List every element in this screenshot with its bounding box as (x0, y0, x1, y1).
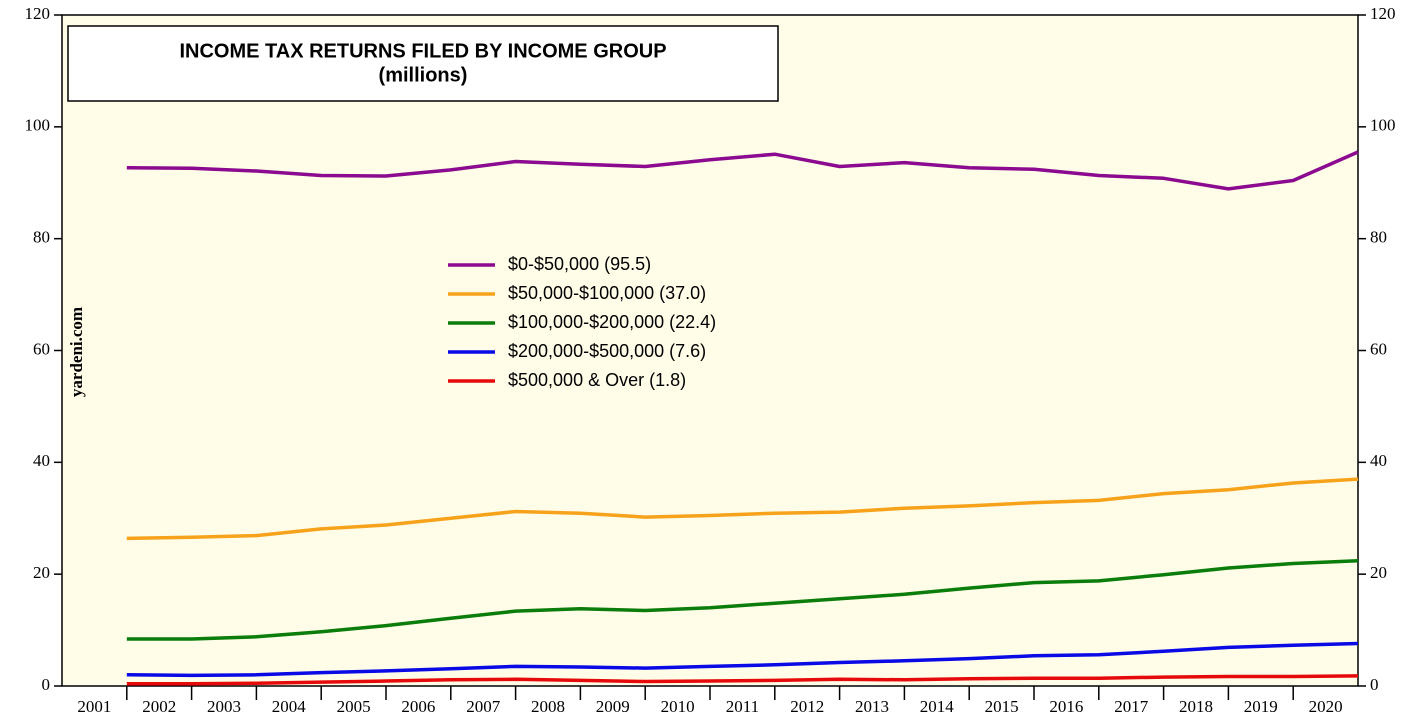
x-tick-label: 2011 (726, 697, 759, 716)
y-tick-label: 60 (33, 339, 50, 358)
chart-title: INCOME TAX RETURNS FILED BY INCOME GROUP (179, 40, 666, 62)
x-tick-label: 2001 (77, 697, 111, 716)
source-label: yardeni.com (67, 307, 86, 397)
legend-label: $0-$50,000 (95.5) (508, 254, 651, 274)
y-tick-label: 20 (33, 563, 50, 582)
x-tick-label: 2020 (1309, 697, 1343, 716)
x-tick-label: 2015 (985, 697, 1019, 716)
y-tick-label-right: 100 (1370, 116, 1396, 135)
legend-label: $50,000-$100,000 (37.0) (508, 283, 706, 303)
y-tick-label: 100 (25, 116, 51, 135)
legend-label: $100,000-$200,000 (22.4) (508, 312, 716, 332)
x-tick-label: 2009 (596, 697, 630, 716)
x-tick-label: 2014 (920, 697, 955, 716)
plot-area (61, 14, 1359, 687)
y-tick-label-right: 120 (1370, 4, 1396, 23)
series-line (126, 477, 1359, 541)
x-tick-label: 2005 (337, 697, 371, 716)
y-tick-label-right: 60 (1370, 339, 1387, 358)
x-tick-label: 2004 (272, 697, 307, 716)
x-tick-label: 2013 (855, 697, 889, 716)
x-tick-label: 2002 (142, 697, 176, 716)
y-tick-label-right: 80 (1370, 228, 1387, 247)
y-tick-label: 0 (42, 675, 51, 694)
y-tick-label: 80 (33, 228, 50, 247)
series-line (126, 558, 1359, 641)
y-tick-label-right: 40 (1370, 451, 1387, 470)
y-tick-label: 120 (25, 4, 51, 23)
x-tick-label: 2018 (1179, 697, 1213, 716)
x-tick-label: 2019 (1244, 697, 1278, 716)
x-tick-label: 2010 (661, 697, 695, 716)
x-tick-label: 2016 (1049, 697, 1083, 716)
x-tick-label: 2017 (1114, 697, 1149, 716)
series-line (126, 641, 1359, 678)
series-line (126, 674, 1359, 686)
x-tick-label: 2007 (466, 697, 501, 716)
x-tick-label: 2012 (790, 697, 824, 716)
y-tick-label-right: 20 (1370, 563, 1387, 582)
legend-label: $500,000 & Over (1.8) (508, 370, 686, 390)
x-tick-label: 2003 (207, 697, 241, 716)
x-tick-label: 2008 (531, 697, 565, 716)
series-line (126, 150, 1359, 191)
y-tick-label: 40 (33, 451, 50, 470)
title-box (67, 25, 779, 102)
x-tick-label: 2006 (401, 697, 435, 716)
chart-subtitle: (millions) (379, 64, 468, 86)
legend-label: $200,000-$500,000 (7.6) (508, 341, 706, 361)
y-tick-label-right: 0 (1370, 675, 1379, 694)
